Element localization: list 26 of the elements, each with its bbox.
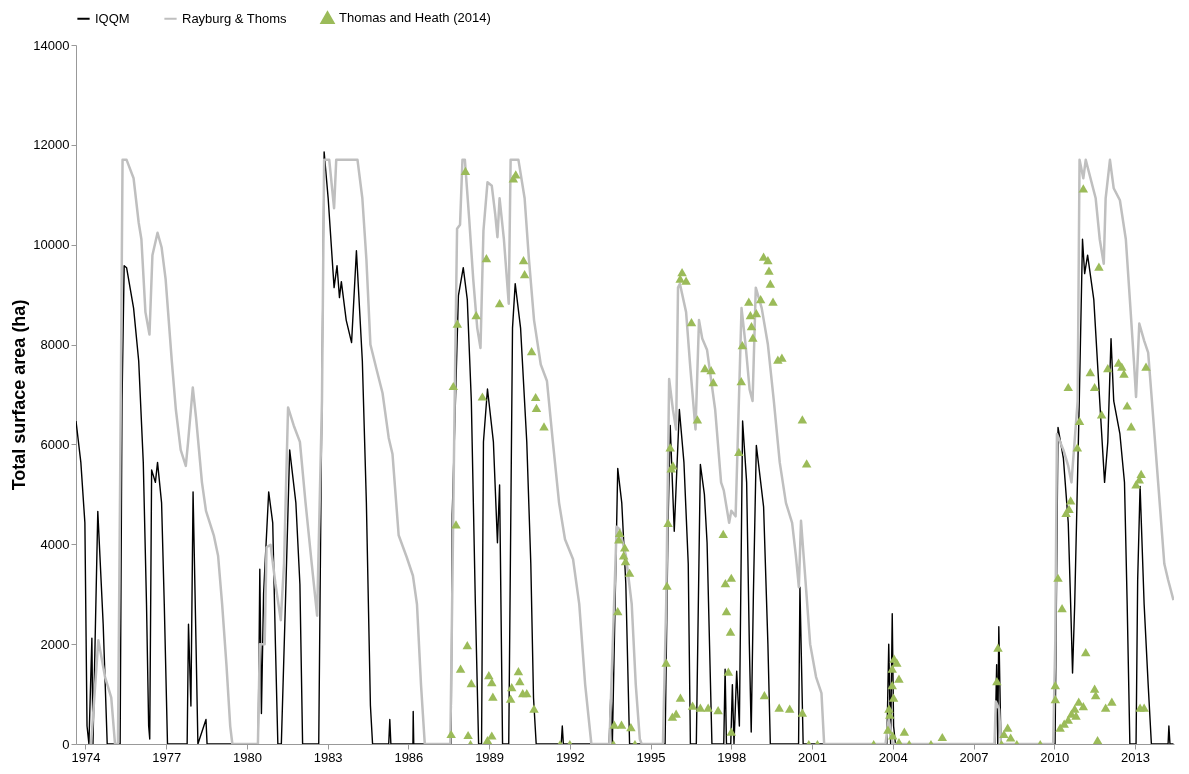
x-tick-label: 2004 (878, 749, 908, 765)
y-tick-label: 12000 (33, 137, 70, 153)
y-tick-label: 4000 (40, 536, 70, 552)
legend-label: Rayburg & Thoms (182, 10, 288, 26)
y-axis-title: Total surface area (ha) (9, 299, 30, 491)
x-tick-label: 1998 (717, 749, 747, 765)
x-tick-label: 1980 (232, 749, 262, 765)
x-tick-label: 1995 (636, 749, 666, 765)
x-tick-label: 2007 (959, 749, 989, 765)
x-tick-label: 1983 (313, 749, 343, 765)
y-tick-label: 2000 (40, 636, 70, 652)
legend-label: Thomas and Heath (2014) (339, 9, 491, 25)
x-tick-label: 1992 (555, 749, 585, 765)
y-tick-label: 0 (62, 736, 70, 752)
x-tick-label: 1977 (152, 749, 182, 765)
y-tick-label: 14000 (33, 37, 70, 53)
y-tick-label: 6000 (40, 436, 70, 452)
x-tick-label: 2010 (1040, 749, 1070, 765)
x-tick-label: 1989 (475, 749, 505, 765)
legend-label: IQQM (95, 10, 130, 26)
x-tick-label: 1986 (394, 749, 424, 765)
y-tick-label: 8000 (40, 337, 70, 353)
x-tick-label: 2013 (1121, 749, 1150, 765)
x-tick-label: 1974 (71, 749, 101, 765)
y-tick-label: 10000 (33, 237, 70, 253)
x-tick-label: 2001 (798, 749, 827, 765)
